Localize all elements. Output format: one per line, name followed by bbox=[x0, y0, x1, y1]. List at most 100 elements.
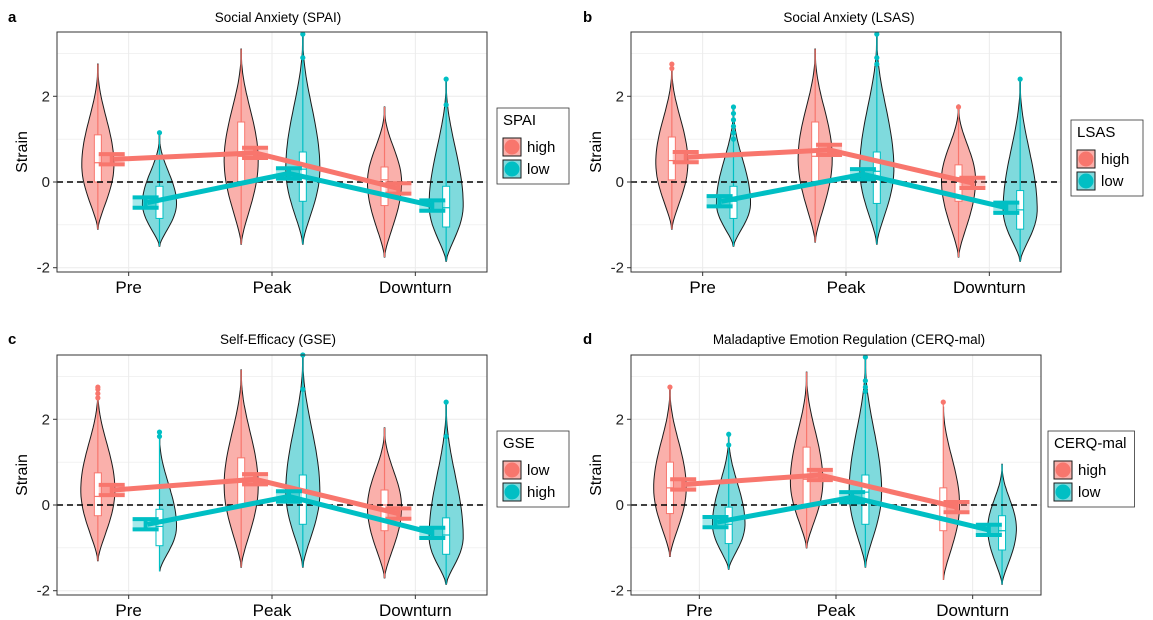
ytick-label: 0 bbox=[616, 174, 624, 191]
outlier-point bbox=[862, 378, 868, 384]
boxplot bbox=[442, 185, 451, 228]
ytick-label: -2 bbox=[611, 583, 624, 600]
xtick-label: Peak bbox=[817, 601, 856, 620]
ytick-label: -2 bbox=[37, 583, 50, 600]
outlier-point bbox=[443, 433, 449, 440]
xtick-label: Pre bbox=[115, 601, 141, 620]
legend-title: LSAS bbox=[1077, 124, 1115, 141]
outlier-point bbox=[874, 31, 880, 37]
panel-letter: a bbox=[8, 9, 17, 26]
legend-key-dot bbox=[504, 462, 520, 478]
chart-title: Social Anxiety (LSAS) bbox=[783, 10, 914, 25]
ytick-label: 0 bbox=[42, 174, 50, 191]
ytick-label: -2 bbox=[37, 260, 50, 277]
legend-key-dot bbox=[504, 161, 520, 177]
boxplot bbox=[998, 515, 1007, 551]
ytick-label: 0 bbox=[616, 497, 624, 514]
legend-key-dot bbox=[504, 484, 520, 500]
chart-title: Self-Efficacy (GSE) bbox=[220, 332, 336, 347]
legend: CERQ-mal high low bbox=[1047, 430, 1135, 508]
boxplot bbox=[667, 136, 676, 181]
xtick-label: Peak bbox=[253, 278, 292, 297]
xtick-label: Downturn bbox=[379, 601, 452, 620]
xtick-label: Downturn bbox=[379, 278, 452, 297]
legend-title: GSE bbox=[503, 435, 535, 452]
legend-title: SPAI bbox=[503, 112, 536, 129]
outlier-point bbox=[300, 31, 306, 37]
xtick-label: Peak bbox=[253, 601, 292, 620]
outlier-point bbox=[443, 76, 449, 82]
ytick-label: 2 bbox=[42, 411, 50, 428]
legend-label: low bbox=[527, 161, 550, 178]
legend-label: high bbox=[527, 139, 555, 156]
legend-label: low bbox=[1078, 484, 1101, 501]
outlier-point bbox=[443, 399, 449, 405]
outlier-point bbox=[300, 386, 306, 392]
panel-letter: d bbox=[583, 331, 592, 348]
xtick-label: Pre bbox=[689, 278, 715, 297]
legend-label: low bbox=[1101, 173, 1124, 190]
legend-key-dot bbox=[1055, 484, 1071, 500]
boxplot bbox=[729, 185, 738, 219]
ytick-label: -2 bbox=[611, 260, 624, 277]
panel-letter: c bbox=[8, 331, 16, 348]
outlier-point bbox=[156, 429, 163, 435]
legend-label: high bbox=[1078, 462, 1106, 479]
outlier-point bbox=[669, 61, 675, 67]
panel-c: c Self-Efficacy (GSE) -2 0 2 Pre Peak Downturn S… bbox=[8, 331, 570, 620]
outlier-point bbox=[669, 65, 675, 72]
panel-d: d Maladaptive Emotion Regulation (CERQ-ma… bbox=[583, 331, 1135, 620]
panel-b: b Social Anxiety (LSAS) -2 0 2 Pre Peak Downtur… bbox=[583, 9, 1144, 297]
outlier-point bbox=[955, 104, 962, 110]
chart-title: Maladaptive Emotion Regulation (CERQ-mal… bbox=[713, 332, 985, 347]
outlier-point bbox=[443, 102, 449, 108]
outlier-point bbox=[726, 442, 732, 448]
legend-key-dot bbox=[1078, 151, 1094, 167]
legend-title: CERQ-mal bbox=[1054, 435, 1127, 452]
ytick-label: 2 bbox=[616, 411, 624, 428]
xtick-label: Downturn bbox=[936, 601, 1009, 620]
violin-high-downturn bbox=[943, 406, 960, 581]
legend: LSAS high low bbox=[1070, 119, 1144, 197]
outlier-point bbox=[862, 384, 868, 390]
xtick-label: Peak bbox=[827, 278, 866, 297]
outlier-point bbox=[1017, 76, 1023, 82]
outlier-point bbox=[730, 136, 737, 142]
chart-title: Social Anxiety (SPAI) bbox=[215, 10, 342, 25]
outlier-point bbox=[730, 117, 737, 123]
outlier-point bbox=[95, 390, 101, 397]
y-axis-label: Strain bbox=[14, 454, 31, 496]
boxplot bbox=[939, 487, 948, 532]
outlier-point bbox=[730, 104, 737, 110]
outlier-point bbox=[95, 384, 101, 390]
xtick-label: Downturn bbox=[953, 278, 1026, 297]
legend-label: high bbox=[1101, 151, 1129, 168]
panel-letter: b bbox=[583, 9, 592, 26]
xtick-label: Pre bbox=[115, 278, 141, 297]
outlier-point bbox=[156, 130, 163, 136]
legend: GSE low high bbox=[496, 430, 570, 508]
xtick-label: Pre bbox=[686, 601, 712, 620]
outlier-point bbox=[730, 110, 737, 117]
legend-label: low bbox=[527, 462, 550, 479]
outlier-point bbox=[95, 395, 101, 401]
outlier-point bbox=[862, 354, 868, 360]
outlier-point bbox=[874, 55, 880, 61]
outlier-point bbox=[726, 431, 732, 437]
y-axis-label: Strain bbox=[588, 454, 605, 496]
legend-key-dot bbox=[1078, 173, 1094, 189]
legend: SPAI high low bbox=[496, 107, 570, 185]
legend-key-dot bbox=[504, 139, 520, 155]
y-axis-label: Strain bbox=[588, 131, 605, 173]
outlier-point bbox=[667, 384, 673, 390]
outlier-point bbox=[156, 433, 163, 440]
outlier-point bbox=[862, 388, 868, 395]
outlier-point bbox=[730, 130, 737, 136]
outlier-point bbox=[300, 55, 306, 61]
legend-key-dot bbox=[1055, 462, 1071, 478]
outlier-point bbox=[730, 123, 737, 129]
panel-a: a Social Anxiety (SPAI) -2 0 2 Pre Peak Downtur… bbox=[8, 9, 570, 297]
outlier-point bbox=[874, 61, 880, 67]
ytick-label: 2 bbox=[42, 88, 50, 105]
